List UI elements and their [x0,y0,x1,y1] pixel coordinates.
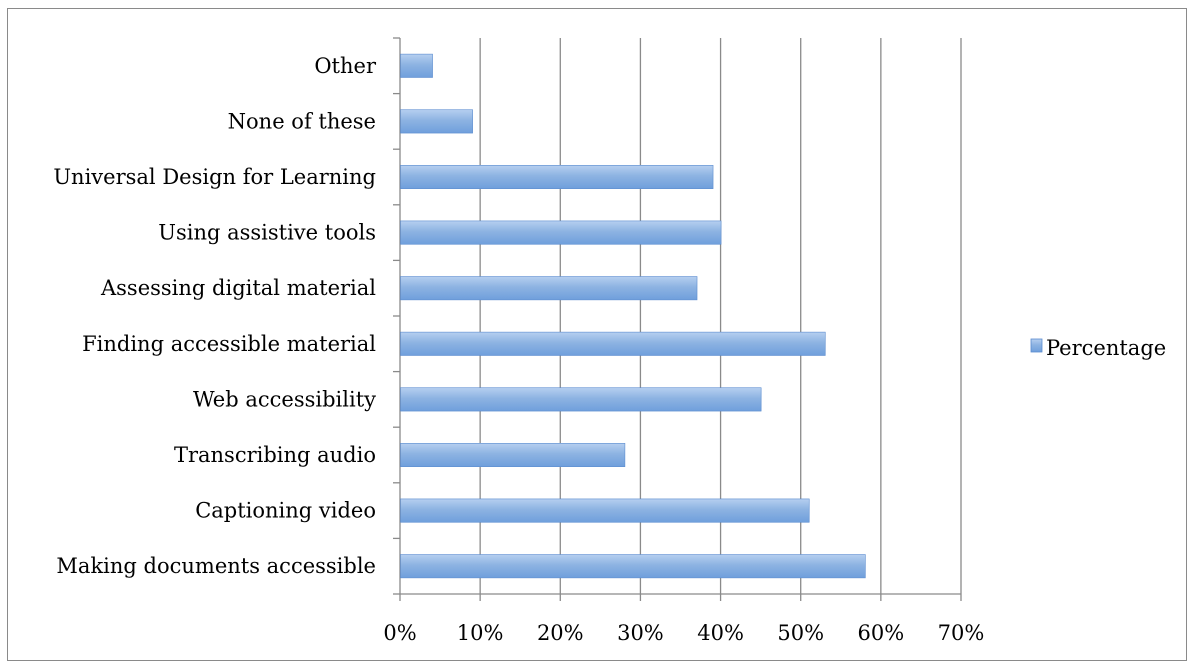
bar [400,554,866,579]
bar [400,109,473,134]
category-label: None of these [228,109,376,133]
category-label: Transcribing audio [174,443,376,467]
x-tick-label: 0% [383,621,416,645]
x-tick-label: 50% [777,621,824,645]
category-label: Assessing digital material [100,276,376,300]
bar [400,220,722,245]
legend: Percentage [1030,336,1166,360]
x-tick-label: 60% [858,621,905,645]
axes [393,37,962,601]
category-label: Finding accessible material [82,332,376,356]
category-label: Using assistive tools [158,221,376,245]
x-tick-label: 40% [697,621,744,645]
x-tick-labels: 0% 10% 20% 30% 40% 50% 60% 70% [383,621,984,645]
legend-label: Percentage [1046,336,1166,360]
category-labels: Making documents accessible Captioning vi… [53,54,377,578]
bar [400,387,762,412]
bar [400,165,714,189]
x-tick-label: 70% [938,621,985,645]
x-tick-label: 10% [457,621,504,645]
category-label: Other [314,54,377,78]
bar [400,498,810,523]
bar [400,443,626,467]
category-label: Making documents accessible [56,554,376,578]
x-tick-label: 30% [617,621,664,645]
category-label: Web accessibility [193,387,376,411]
bar [400,331,826,356]
bar [400,276,698,301]
bar [400,53,433,78]
category-label: Universal Design for Learning [53,165,376,189]
legend-swatch [1030,338,1043,353]
category-label: Captioning video [195,499,376,523]
bars [400,53,866,579]
x-tick-label: 20% [537,621,584,645]
